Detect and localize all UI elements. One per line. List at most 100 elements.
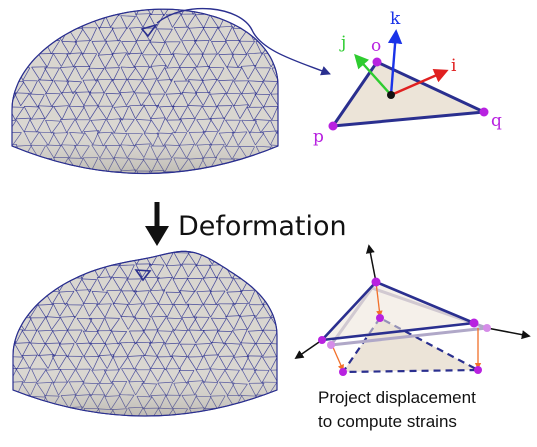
axis-j-label: j: [339, 33, 346, 53]
mesh-edge: [299, 395, 307, 408]
mesh-edge: [142, 184, 150, 197]
mesh-edge: [23, 292, 33, 305]
vertex-o-label: o: [371, 36, 381, 56]
mesh-edge: [203, 423, 210, 436]
displacement-p: [331, 344, 344, 372]
mesh-edge: [112, 422, 121, 435]
mesh-edge: [13, 408, 16, 416]
mesh-edge: [301, 291, 308, 304]
mesh-edge: [292, 305, 299, 318]
mesh-edge: [107, 185, 115, 197]
mesh-edge: [0, 332, 7, 344]
mesh-edge: [173, 434, 180, 447]
mesh-edge: [218, 197, 226, 210]
mesh-edge: [21, 14, 31, 30]
mesh-edge: [158, 420, 166, 434]
mesh-edge: [13, 395, 15, 409]
mesh-edge: [254, 14, 263, 28]
mesh-edge: [293, 55, 308, 56]
mesh-edge: [129, 185, 144, 186]
mesh-edge: [90, 251, 97, 265]
mesh-edge: [279, 159, 286, 172]
selected-element-marker: [140, 23, 159, 38]
mesh-edge: [193, 171, 202, 174]
mesh-edge: [2, 369, 11, 382]
mesh-edge: [103, 435, 112, 447]
mesh-edge: [278, 433, 293, 434]
mesh-edge: [92, 422, 100, 435]
mesh-edge: [231, 252, 241, 266]
mesh-edge: [208, 172, 216, 174]
mesh-edge: [23, 303, 39, 305]
mesh-edge: [92, 422, 107, 423]
mesh-edge: [294, 14, 300, 28]
mesh-edge: [292, 159, 307, 160]
mesh-edge: [278, 303, 293, 304]
mesh-edge: [0, 396, 7, 409]
mesh-edge: [308, 266, 316, 279]
mesh-edge: [81, 251, 97, 252]
mesh-edge: [13, 303, 17, 318]
mesh-edge: [286, 14, 301, 15]
reference-triangle-face: [331, 60, 486, 128]
mesh-edge: [2, 265, 11, 278]
mesh-edge: [245, 171, 255, 174]
mesh-edge: [259, 171, 270, 174]
mesh-edge: [21, 394, 30, 409]
mesh-edge: [157, 435, 165, 447]
mesh-edge: [256, 159, 264, 173]
mesh-edge: [52, 252, 61, 266]
mesh-edge: [292, 252, 301, 265]
mesh-edge: [239, 253, 248, 266]
mesh-edge: [81, 251, 91, 265]
mesh-edge: [84, 421, 91, 435]
mesh-edge: [300, 120, 315, 121]
mesh-edge: [277, 132, 278, 135]
mesh-edge: [232, 9, 241, 16]
mesh-edge: [97, 170, 106, 174]
mesh-edge: [302, 28, 309, 42]
mesh-edge: [301, 198, 316, 199]
mesh-edge: [23, 158, 32, 173]
mesh-edge: [38, 9, 46, 15]
mesh-edge: [285, 291, 294, 304]
mesh-edge: [263, 278, 272, 293]
mesh-edge: [114, 198, 122, 211]
mesh-edge: [271, 422, 279, 435]
mesh-edge: [301, 344, 316, 345]
mesh-edge: [53, 197, 61, 210]
mesh-edge: [13, 408, 23, 410]
mesh-edge: [276, 329, 277, 332]
mesh-edge: [254, 13, 270, 16]
mesh-edge: [286, 356, 294, 368]
mesh-edge: [301, 199, 309, 212]
mesh-edge: [38, 421, 45, 435]
mesh-edge: [78, 433, 85, 447]
mesh-edge: [14, 251, 23, 265]
mesh-edge: [0, 157, 7, 171]
mesh-edge: [83, 171, 93, 174]
ghost-vertex-right: [483, 324, 491, 332]
mesh-edge: [279, 159, 294, 160]
mesh-edge: [247, 159, 258, 173]
mesh-edge: [226, 184, 234, 197]
mesh-edge: [189, 172, 198, 174]
mesh-edge: [60, 265, 69, 280]
mesh-edge: [14, 15, 23, 30]
mesh-edge: [15, 170, 24, 174]
mesh-edge: [303, 132, 309, 145]
mesh-edge: [39, 198, 47, 211]
mesh-edge: [278, 434, 286, 447]
mesh-edge: [76, 421, 91, 422]
mesh-edge: [210, 185, 218, 198]
mesh-edge: [84, 185, 90, 198]
mesh-edge: [114, 184, 121, 197]
mesh-edge: [248, 251, 264, 252]
mesh-edge: [0, 172, 7, 185]
mesh-edge: [292, 331, 299, 344]
caption-line-2: to compute strains: [318, 412, 457, 431]
mesh-edge: [67, 266, 76, 280]
mesh-edge: [16, 39, 32, 42]
mesh-edge: [97, 435, 103, 447]
